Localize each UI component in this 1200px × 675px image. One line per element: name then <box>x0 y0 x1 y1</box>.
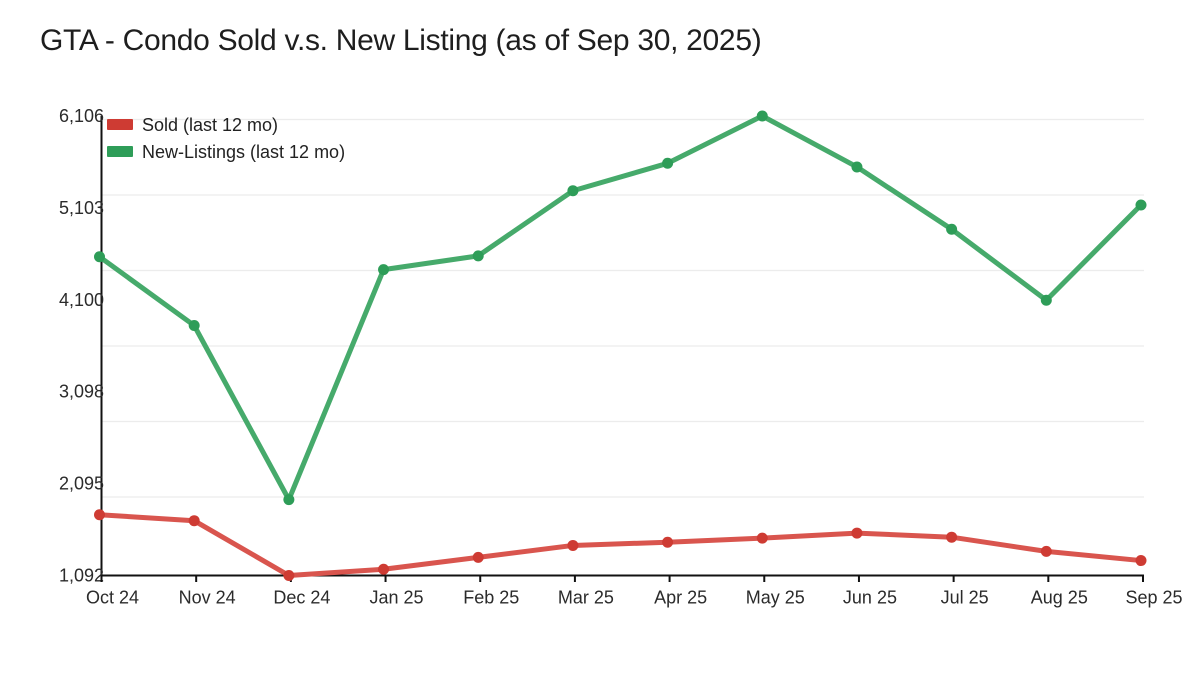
x-tick-label: Jan 25 <box>370 588 424 608</box>
data-point <box>378 264 390 276</box>
data-point <box>1040 545 1052 557</box>
data-point <box>567 185 579 197</box>
data-point <box>851 527 863 539</box>
y-tick-label: 4,100 <box>59 290 104 310</box>
data-point <box>1135 555 1147 567</box>
chart-title: GTA - Condo Sold v.s. New Listing (as of… <box>40 24 762 57</box>
data-point <box>472 551 484 563</box>
data-point <box>946 223 958 235</box>
data-point <box>756 532 768 544</box>
data-point <box>283 494 295 506</box>
sold-legend-swatch-icon <box>107 119 133 130</box>
data-point <box>946 531 958 543</box>
data-point <box>1135 199 1147 211</box>
x-tick-label: Apr 25 <box>654 588 707 608</box>
data-point <box>851 161 863 173</box>
series-line-sold-last-12-mo- <box>97 512 1144 578</box>
data-point <box>188 515 200 527</box>
legend-label-new-listings: New-Listings (last 12 mo) <box>142 141 346 162</box>
x-tick-label: Jul 25 <box>941 588 989 608</box>
y-tick-label: 5,103 <box>59 198 104 218</box>
data-point <box>756 110 768 122</box>
data-point <box>662 157 674 169</box>
data-point <box>283 570 295 581</box>
data-point <box>188 319 200 331</box>
x-tick-label: May 25 <box>746 588 805 608</box>
data-point <box>472 250 484 262</box>
x-tick-label: Sep 25 <box>1125 588 1182 608</box>
series-line-new-listings-last-12-mo- <box>97 113 1144 503</box>
x-tick-label: Nov 24 <box>179 588 236 608</box>
data-point <box>94 251 105 263</box>
data-point <box>567 539 579 551</box>
legend-label-sold: Sold (last 12 mo) <box>142 114 279 135</box>
legend-item-new-listings[interactable]: New-Listings (last 12 mo) <box>107 138 345 165</box>
new-listings-legend-swatch-icon <box>107 146 133 157</box>
legend-item-sold[interactable]: Sold (last 12 mo) <box>107 111 345 138</box>
y-tick-label: 6,106 <box>59 106 104 126</box>
x-tick-label: Dec 24 <box>273 588 330 608</box>
x-tick-label: Jun 25 <box>843 588 897 608</box>
y-tick-label: 2,095 <box>59 474 104 494</box>
data-point <box>1040 294 1052 306</box>
y-tick-label: 1,092 <box>59 566 104 586</box>
data-point <box>378 563 390 575</box>
x-tick-label: Oct 24 <box>86 588 139 608</box>
x-tick-label: Mar 25 <box>558 588 614 608</box>
chart-legend: Sold (last 12 mo) New-Listings (last 12 … <box>107 111 345 165</box>
data-point <box>94 509 105 521</box>
y-tick-label: 3,098 <box>59 382 104 402</box>
x-tick-label: Feb 25 <box>463 588 519 608</box>
x-tick-label: Aug 25 <box>1031 588 1088 608</box>
data-point <box>662 536 674 548</box>
